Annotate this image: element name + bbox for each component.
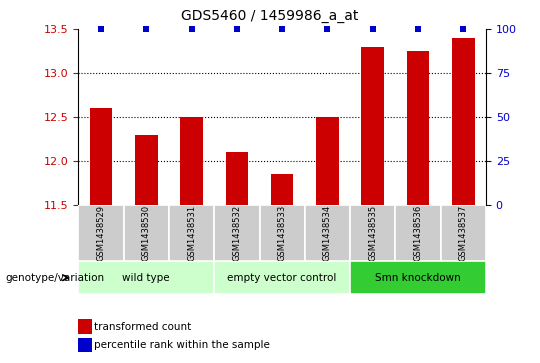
Text: wild type: wild type [123, 273, 170, 283]
Text: GDS5460 / 1459986_a_at: GDS5460 / 1459986_a_at [181, 9, 359, 23]
Bar [305, 205, 350, 261]
Text: GSM1438535: GSM1438535 [368, 205, 377, 261]
Bar [452, 38, 475, 205]
Bar [78, 205, 124, 261]
Text: Smn knockdown: Smn knockdown [375, 273, 461, 283]
Bar [441, 205, 486, 261]
Bar [316, 117, 339, 205]
Bar [260, 205, 305, 261]
Bar [78, 261, 214, 294]
Bar [214, 205, 260, 261]
Text: GSM1438536: GSM1438536 [414, 205, 422, 261]
Text: GSM1438530: GSM1438530 [141, 205, 151, 261]
Text: GSM1438529: GSM1438529 [97, 205, 105, 261]
Bar [226, 152, 248, 205]
Bar [90, 108, 112, 205]
Bar [271, 174, 293, 205]
Bar [169, 205, 214, 261]
Text: GSM1438537: GSM1438537 [459, 205, 468, 261]
Bar [124, 205, 169, 261]
Bar [180, 117, 203, 205]
Bar [214, 261, 350, 294]
Bar [395, 205, 441, 261]
Bar [135, 135, 158, 205]
Bar [407, 51, 429, 205]
Text: GSM1438534: GSM1438534 [323, 205, 332, 261]
Text: GSM1438532: GSM1438532 [232, 205, 241, 261]
Text: transformed count: transformed count [94, 322, 192, 332]
Text: GSM1438533: GSM1438533 [278, 205, 287, 261]
Bar [350, 261, 486, 294]
Text: empty vector control: empty vector control [227, 273, 337, 283]
Text: genotype/variation: genotype/variation [5, 273, 105, 283]
Bar [361, 46, 384, 205]
Text: percentile rank within the sample: percentile rank within the sample [94, 340, 271, 350]
Bar [350, 205, 395, 261]
Text: GSM1438531: GSM1438531 [187, 205, 196, 261]
